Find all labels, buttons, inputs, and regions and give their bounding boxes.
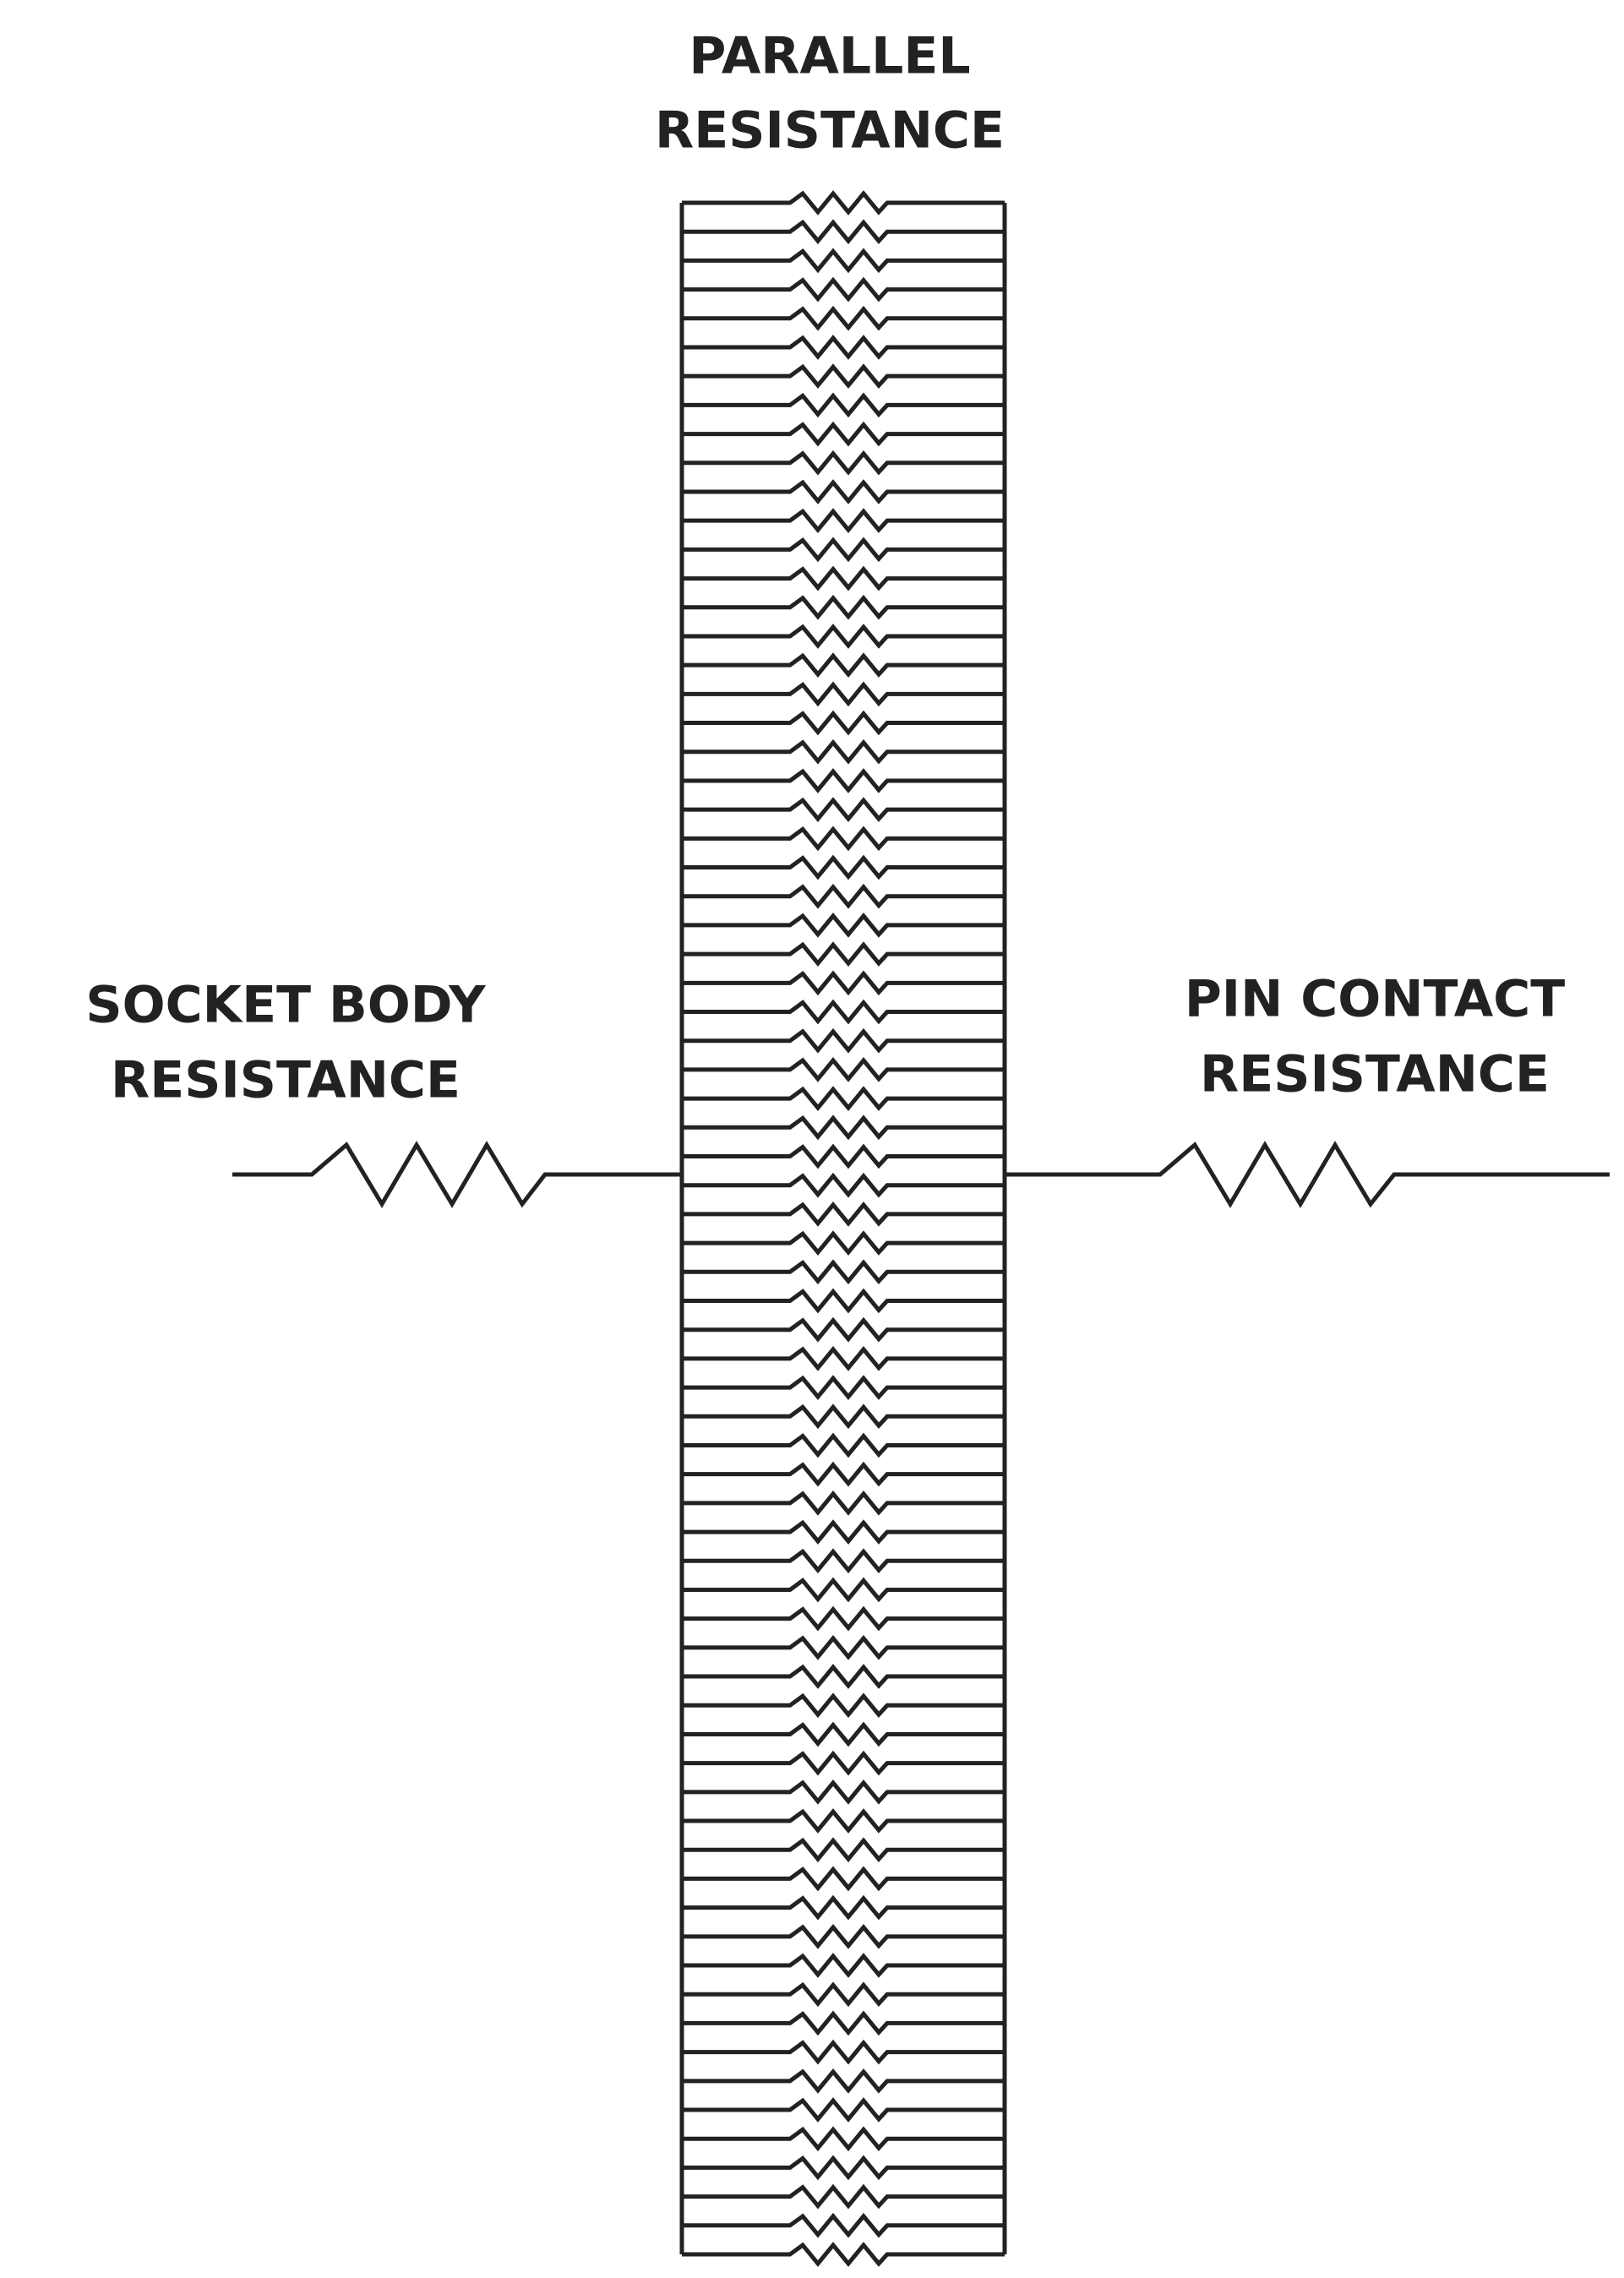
parallel-resistor: [682, 710, 1005, 736]
parallel-resistor: [682, 1750, 1005, 1776]
parallel-resistor: [682, 652, 1005, 678]
parallel-resistor: [682, 1230, 1005, 1256]
parallel-resistor: [682, 624, 1005, 649]
parallel-resistor: [682, 2155, 1005, 2181]
parallel-resistor: [682, 2183, 1005, 2210]
parallel-resistor: [682, 276, 1005, 302]
parallel-resistor: [682, 2242, 1005, 2267]
parallel-resistor: [682, 797, 1005, 823]
circuit: [232, 190, 1610, 2267]
label-line: PARALLEL: [689, 27, 970, 86]
parallel-resistor: [682, 1692, 1005, 1719]
parallel-resistor: [682, 913, 1005, 938]
parallel-resistor: [682, 2126, 1005, 2152]
parallel-resistor: [682, 219, 1005, 245]
parallel-resistor: [682, 565, 1005, 591]
parallel-resistor: [682, 1605, 1005, 1632]
parallel-resistor: [682, 1923, 1005, 1949]
parallel-resistor: [682, 1808, 1005, 1834]
parallel-resistor: [682, 421, 1005, 447]
parallel-resistor: [682, 854, 1005, 880]
parallel-resistor: [682, 1577, 1005, 1603]
parallel-resistor: [682, 508, 1005, 534]
parallel-resistor: [682, 190, 1005, 215]
parallel-resistor: [682, 2010, 1005, 2036]
label-line: SOCKET BODY: [85, 976, 487, 1035]
parallel-resistor: [682, 738, 1005, 765]
parallel-resistor: [682, 883, 1005, 909]
parallel-resistor: [682, 1114, 1005, 1141]
parallel-resistor: [682, 1403, 1005, 1430]
parallel-resistor: [682, 1316, 1005, 1343]
label-line: RESISTANCE: [1200, 1045, 1550, 1104]
parallel-resistor: [682, 681, 1005, 707]
parallel-resistor: [682, 1259, 1005, 1285]
label-line: RESISTANCE: [111, 1051, 460, 1110]
parallel-resistor: [682, 594, 1005, 620]
parallel-resistor: [682, 537, 1005, 563]
parallel-resistor: [682, 1490, 1005, 1516]
parallel-resistor: [682, 1953, 1005, 1978]
parallel-resistor: [682, 1548, 1005, 1574]
parallel-resistor: [682, 1837, 1005, 1863]
parallel-resistor: [682, 248, 1005, 274]
parallel-resistor: [682, 1894, 1005, 1921]
parallel-resistor: [682, 2097, 1005, 2123]
parallel-resistor: [682, 1461, 1005, 1487]
parallel-resistor: [682, 335, 1005, 360]
parallel-resistor: [682, 970, 1005, 996]
parallel-resistor: [682, 392, 1005, 418]
parallel-resistor: [682, 1664, 1005, 1689]
parallel-resistor: [682, 1634, 1005, 1660]
parallel-resistor: [682, 305, 1005, 331]
parallel-resistor: [682, 2039, 1005, 2065]
parallel-resistor: [682, 1375, 1005, 1400]
parallel-resistor: [682, 826, 1005, 852]
parallel-resistor: [682, 1027, 1005, 1054]
socket-body-resistor: [232, 1141, 682, 1208]
parallel-resistor: [682, 450, 1005, 476]
parallel-resistor: [682, 1202, 1005, 1227]
parallel-resistor: [682, 1779, 1005, 1805]
label-line: RESISTANCE: [655, 101, 1005, 161]
parallel-resistor: [682, 999, 1005, 1025]
parallel-resistor: [682, 1346, 1005, 1371]
parallel-resistor: [682, 1143, 1005, 1169]
parallel-resistor: [682, 1288, 1005, 1314]
parallel-resistor: [682, 768, 1005, 793]
pin-contact-resistor: [1005, 1141, 1610, 1208]
parallel-resistor: [682, 2212, 1005, 2238]
parallel-resistor: [682, 1519, 1005, 1545]
parallel-resistor: [682, 941, 1005, 967]
parallel-resistor: [682, 1086, 1005, 1111]
parallel-resistor: [682, 1432, 1005, 1458]
parallel-resistor: [682, 363, 1005, 390]
parallel-resistor: [682, 1172, 1005, 1198]
parallel-resistor: [682, 1057, 1005, 1082]
parallel-resistor: [682, 479, 1005, 504]
parallel-resistor: [682, 1866, 1005, 1892]
parallel-resistor: [682, 2068, 1005, 2094]
label-line: PIN CONTACT: [1185, 970, 1565, 1029]
parallel-resistor: [682, 1721, 1005, 1747]
parallel-resistor: [682, 1981, 1005, 2008]
